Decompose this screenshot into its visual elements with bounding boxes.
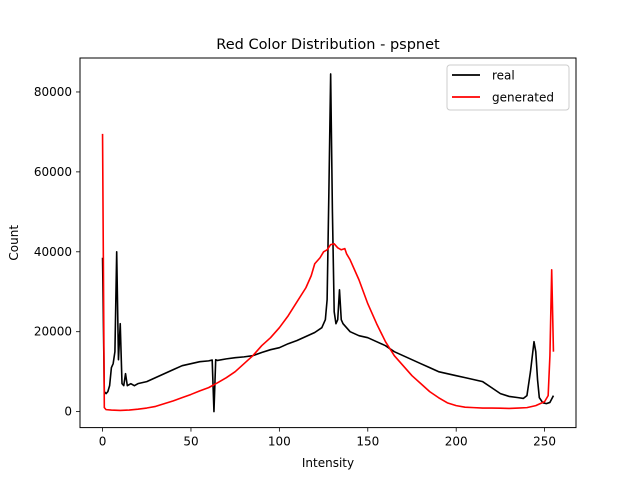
y-tick-label: 60000 <box>34 165 72 179</box>
series-line-real <box>101 73 555 413</box>
x-tick-label: 150 <box>356 435 379 449</box>
legend-label-real: real <box>492 69 515 83</box>
x-axis-label: Intensity <box>302 456 354 470</box>
y-tick-label: 20000 <box>34 325 72 339</box>
x-tick-label: 50 <box>183 435 198 449</box>
y-axis-label: Count <box>7 225 21 261</box>
y-tick-label: 40000 <box>34 245 72 259</box>
x-tick-label: 100 <box>268 435 291 449</box>
ticks-layer: 0 50 100 150 200 250 0 20000 40000 60000 80000 <box>34 85 556 449</box>
legend-label-generated: generated <box>492 91 554 105</box>
x-tick-label: 250 <box>533 435 556 449</box>
y-tick-label: 80000 <box>34 85 72 99</box>
series-layer <box>101 73 555 413</box>
y-tick-label: 0 <box>64 405 72 419</box>
chart-title: Red Color Distribution - pspnet <box>216 37 440 53</box>
series-line-generated <box>101 133 555 412</box>
legend-box <box>446 64 570 111</box>
x-tick-label: 200 <box>445 435 468 449</box>
plot-frame <box>79 57 577 429</box>
legend: real generated <box>446 64 570 111</box>
x-tick-label: 0 <box>99 435 107 449</box>
